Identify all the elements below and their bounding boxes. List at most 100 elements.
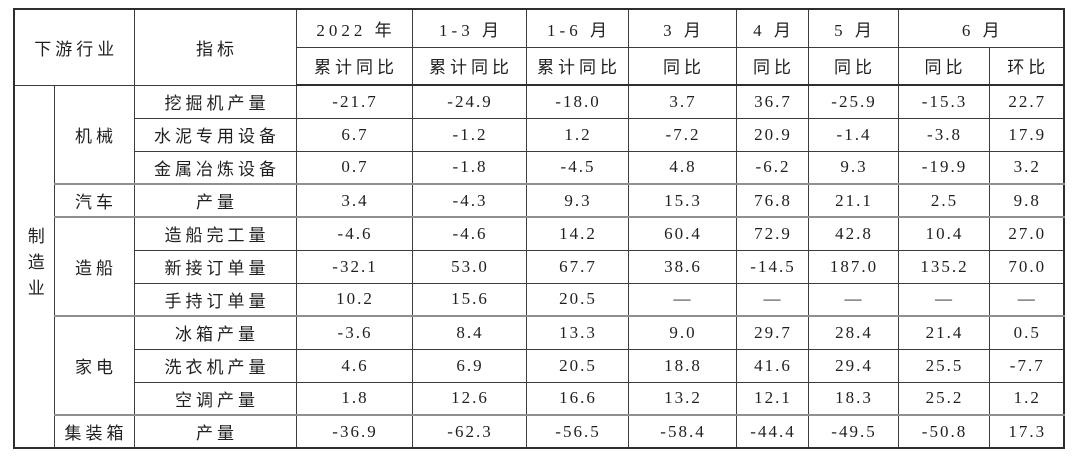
value-cell: 1.8 <box>295 381 413 416</box>
indicator-cell: 产量 <box>133 414 297 449</box>
header-sub-1-6: 累计同比 <box>525 46 629 86</box>
header-sub-6-mom: 环比 <box>988 46 1065 86</box>
group-cell-machinery: 机械 <box>53 84 135 185</box>
value-cell: -19.9 <box>897 150 990 185</box>
value-cell: -15.3 <box>897 84 990 119</box>
value-cell: 20.9 <box>735 117 809 152</box>
value-cell: 20.5 <box>525 348 629 383</box>
table-row: 家电 冰箱产量 -3.6 8.4 13.3 9.0 29.7 28.4 21.4… <box>14 315 1065 416</box>
value-cell: -62.3 <box>411 414 527 449</box>
value-cell: 13.3 <box>525 315 629 350</box>
header-sub-6-yoy: 同比 <box>897 46 990 86</box>
indicator-cell: 冰箱产量 <box>133 315 297 350</box>
value-cell: 8.4 <box>411 315 527 350</box>
value-cell: 67.7 <box>525 249 629 284</box>
table-row: 新接订单量 -32.1 53.0 67.7 38.6 -14.5 187.0 1… <box>14 249 1065 284</box>
value-cell: 60.4 <box>627 216 737 251</box>
header-sub-5: 同比 <box>807 46 899 86</box>
value-cell: -56.5 <box>525 414 629 449</box>
value-cell: — <box>807 282 899 317</box>
value-cell: 6.9 <box>411 348 527 383</box>
value-cell: 36.7 <box>735 84 809 119</box>
value-cell: -7.2 <box>627 117 737 152</box>
indicator-cell: 造船完工量 <box>133 216 297 251</box>
header-period-6: 6 月 <box>897 8 1065 48</box>
downstream-industry-table-wrap: 下游行业 指标 2022 年 1-3 月 1-6 月 3 月 4 月 5 月 6… <box>13 8 1065 449</box>
header-period-1-6: 1-6 月 <box>525 8 629 48</box>
table-row: 集装箱 产量 -36.9 -62.3 -56.5 -58.4 -44.4 -49… <box>14 414 1065 449</box>
indicator-cell: 金属冶炼设备 <box>133 150 297 185</box>
value-cell: 17.3 <box>988 414 1065 449</box>
value-cell: -3.8 <box>897 117 990 152</box>
header-industry: 下游行业 <box>13 8 135 86</box>
value-cell: 28.4 <box>807 315 899 350</box>
value-cell: -6.2 <box>735 150 809 185</box>
indicator-cell: 产量 <box>133 183 297 218</box>
header-period-4: 4 月 <box>735 8 809 48</box>
value-cell: 6.7 <box>295 117 413 152</box>
header-sub-4: 同比 <box>735 46 809 86</box>
value-cell: 29.7 <box>735 315 809 350</box>
value-cell: 42.8 <box>807 216 899 251</box>
group-cell-appliances: 家电 <box>53 315 135 416</box>
table-row: 手持订单量 10.2 15.6 20.5 — — — — — <box>14 282 1065 317</box>
value-cell: 9.3 <box>807 150 899 185</box>
value-cell: -14.5 <box>735 249 809 284</box>
value-cell: 15.3 <box>627 183 737 218</box>
header-sub-2022: 累计同比 <box>295 46 413 86</box>
value-cell: 3.2 <box>988 150 1065 185</box>
header-sub-1-3: 累计同比 <box>411 46 527 86</box>
group-cell-auto: 汽车 <box>53 183 135 218</box>
value-cell: 41.6 <box>735 348 809 383</box>
value-cell: -1.8 <box>411 150 527 185</box>
value-cell: -18.0 <box>525 84 629 119</box>
header-row-periods: 下游行业 指标 2022 年 1-3 月 1-6 月 3 月 4 月 5 月 6… <box>13 8 1065 86</box>
value-cell: — <box>897 282 990 317</box>
value-cell: 9.3 <box>525 183 629 218</box>
value-cell: 4.6 <box>295 348 413 383</box>
indicator-cell: 挖掘机产量 <box>133 84 297 119</box>
table-row: 制造业 机械 挖掘机产量 -21.7 -24.9 -18.0 3.7 36.7 … <box>13 84 1065 449</box>
value-cell: 72.9 <box>735 216 809 251</box>
value-cell: 70.0 <box>988 249 1065 284</box>
value-cell: 0.7 <box>295 150 413 185</box>
value-cell: 1.2 <box>988 381 1065 416</box>
header-indicator: 指标 <box>133 8 297 86</box>
group-cell-containers: 集装箱 <box>53 414 135 449</box>
value-cell: 9.8 <box>988 183 1065 218</box>
value-cell: 3.7 <box>627 84 737 119</box>
value-cell: -1.4 <box>807 117 899 152</box>
value-cell: -4.6 <box>295 216 413 251</box>
value-cell: -24.9 <box>411 84 527 119</box>
table-row: 空调产量 1.8 12.6 16.6 13.2 12.1 18.3 25.2 1… <box>14 381 1065 416</box>
value-cell: -7.7 <box>988 348 1065 383</box>
table-row: 洗衣机产量 4.6 6.9 20.5 18.8 41.6 29.4 25.5 -… <box>14 348 1065 383</box>
sector-label: 制造业 <box>24 227 44 306</box>
header-sub-3: 同比 <box>627 46 737 86</box>
value-cell: 187.0 <box>807 249 899 284</box>
value-cell: -4.5 <box>525 150 629 185</box>
indicator-cell: 新接订单量 <box>133 249 297 284</box>
indicator-cell: 洗衣机产量 <box>133 348 297 383</box>
value-cell: — <box>735 282 809 317</box>
value-cell: 25.2 <box>897 381 990 416</box>
value-cell: 2.5 <box>897 183 990 218</box>
value-cell: -3.6 <box>295 315 413 350</box>
value-cell: 14.2 <box>525 216 629 251</box>
value-cell: 29.4 <box>807 348 899 383</box>
value-cell: 12.6 <box>411 381 527 416</box>
table-row: 汽车 产量 3.4 -4.3 9.3 15.3 76.8 21.1 2.5 9.… <box>14 183 1065 218</box>
value-cell: -32.1 <box>295 249 413 284</box>
table-row: 金属冶炼设备 0.7 -1.8 -4.5 4.8 -6.2 9.3 -19.9 … <box>14 150 1065 185</box>
value-cell: -4.6 <box>411 216 527 251</box>
indicator-cell: 手持订单量 <box>133 282 297 317</box>
value-cell: 9.0 <box>627 315 737 350</box>
header-period-5: 5 月 <box>807 8 899 48</box>
value-cell: -36.9 <box>295 414 413 449</box>
value-cell: -4.3 <box>411 183 527 218</box>
value-cell: 38.6 <box>627 249 737 284</box>
downstream-industry-table: 下游行业 指标 2022 年 1-3 月 1-6 月 3 月 4 月 5 月 6… <box>13 8 1065 449</box>
value-cell: — <box>627 282 737 317</box>
table-row: 水泥专用设备 6.7 -1.2 1.2 -7.2 20.9 -1.4 -3.8 … <box>14 117 1065 152</box>
header-row-measures: 累计同比 累计同比 累计同比 同比 同比 同比 同比 环比 <box>14 46 1065 86</box>
